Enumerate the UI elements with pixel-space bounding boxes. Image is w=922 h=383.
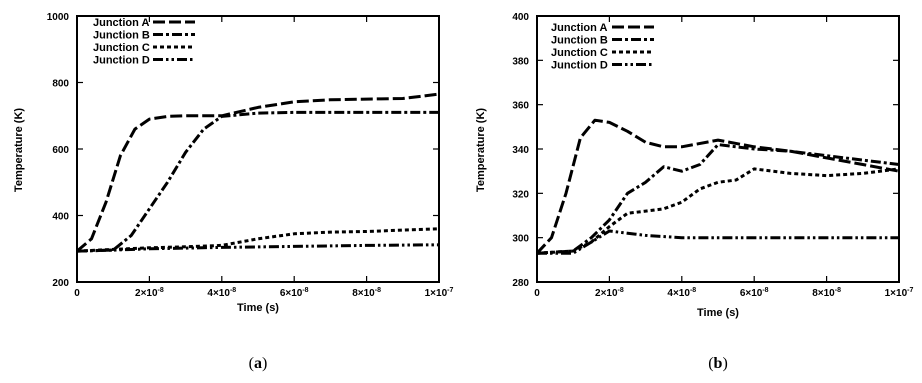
x-tick-label: 8×10-8 [352,287,381,299]
y-tick-label: 600 [52,145,69,156]
caption-a: (a) [249,355,268,372]
y-tick-label: 360 [512,101,529,112]
legend-label: Junction B [551,35,608,47]
x-tick-label: 2×10-8 [135,287,164,299]
plot-area-a: 200 400 600 800 1000 0 2×10-8 4×10-8 6×10-8 8×10-… [47,12,454,299]
x-tick-label: 2×10-8 [595,287,624,299]
legend-label: Junction A [93,17,149,29]
y-tick-label: 340 [512,145,529,156]
x-tick-label: 4×10-8 [207,287,236,299]
x-tick-label: 4×10-8 [667,287,696,299]
y-axis-label-b: Temperature (K) [475,108,487,192]
legend-label: Junction B [93,30,150,42]
x-tick-label: 1×10-7 [885,287,914,299]
caption-a-letter: a [254,355,262,372]
y-tick-label: 400 [52,212,69,223]
x-axis-label-b: Time (s) [697,307,739,319]
series-line-junction-a [535,118,900,255]
caption-b: (b) [708,355,728,372]
series-line-junction-d [537,229,899,255]
x-tick-label: 8×10-8 [812,287,841,299]
series-line-junction-d [76,243,440,253]
chart-panel-a: Temperature (K) Time (s) 200 400 600 800 100… [13,12,453,372]
caption-b-letter: b [714,355,723,372]
x-axis-label-a: Time (s) [237,302,279,314]
legend-label: Junction C [93,42,150,54]
series-line-junction-a [76,92,440,253]
legend-label: Junction D [93,55,150,67]
series-line-junction-c [536,167,900,255]
x-tick-label: 6×10-8 [280,287,309,299]
y-tick-label: 1000 [47,12,70,23]
y-tick-label: 280 [512,278,529,289]
x-tick-label: 0 [74,288,80,299]
y-axis-label-a: Temperature (K) [13,108,25,192]
legend-label: Junction D [551,60,608,72]
y-tick-label: 400 [512,12,529,23]
legend-label: Junction C [551,47,608,59]
chart-panel-b: Temperature (K) Time (s) 280 300 320 340 360… [475,12,913,372]
legend-label: Junction A [551,22,607,34]
plot-area-b: 280 300 320 340 360 380 400 0 2×10-8 4×10-8 6×10-8… [512,12,913,299]
series-line-junction-b [536,143,900,255]
y-tick-label: 320 [512,189,529,200]
series-line-junction-b [76,110,439,253]
y-tick-label: 380 [512,56,529,67]
series-line-junction-c [76,227,440,253]
x-tick-label: 6×10-8 [740,287,769,299]
y-tick-label: 200 [52,278,69,289]
x-tick-label: 1×10-7 [425,287,454,299]
y-tick-label: 800 [52,79,69,90]
x-tick-label: 0 [534,288,540,299]
y-tick-label: 300 [512,234,529,245]
